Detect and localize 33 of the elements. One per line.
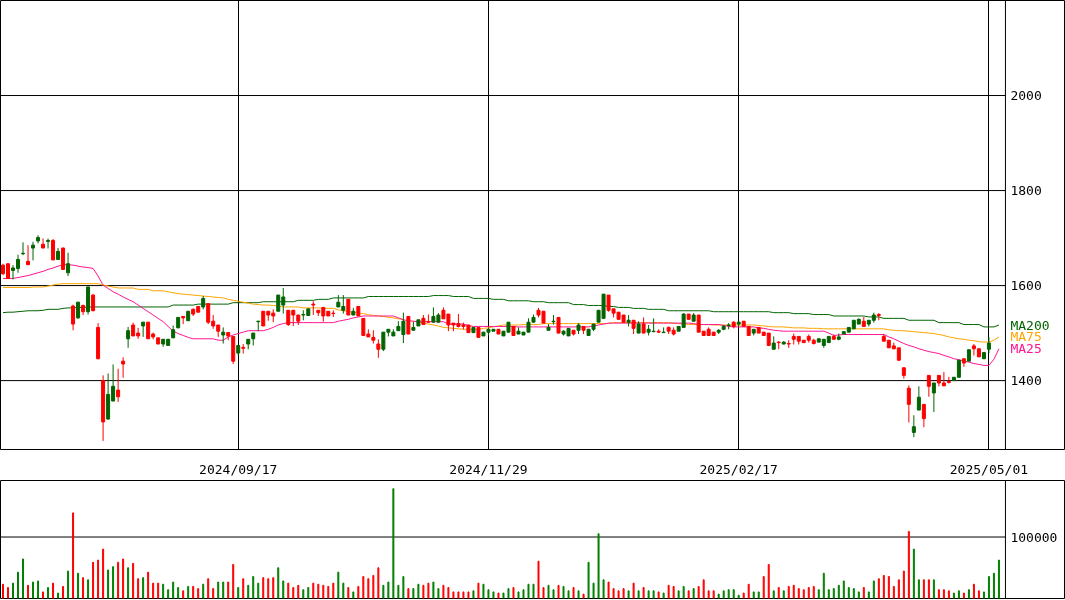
candlestick <box>921 403 926 428</box>
y-tick-label: 1600 <box>1010 278 1042 294</box>
candlestick <box>116 368 121 403</box>
text: 100000 <box>1010 529 1058 545</box>
candlestick <box>376 338 381 359</box>
candlestick <box>71 304 76 331</box>
candlestick <box>906 384 911 423</box>
candlestick <box>911 414 916 438</box>
y-tick-label: 1400 <box>1010 373 1042 389</box>
y-tick-label: 1800 <box>1010 183 1042 199</box>
candlestick <box>41 238 46 249</box>
candlestick <box>986 336 991 354</box>
candlestick <box>206 303 211 325</box>
candlestick <box>46 238 51 250</box>
candlestick <box>916 385 921 411</box>
candlestick <box>926 374 931 398</box>
candlestick <box>126 326 131 349</box>
x-tick-label: 2025/02/17 <box>699 461 778 477</box>
line-series <box>2 264 1000 366</box>
x-tick-label: 2024/09/17 <box>199 461 278 477</box>
y-tick-label: 2000 <box>1010 88 1042 104</box>
x-tick-label: 2024/11/29 <box>449 461 528 477</box>
candlestick <box>931 382 936 413</box>
candlestick <box>946 376 951 384</box>
x-tick-label: 2025/05/01 <box>949 461 1029 477</box>
candlestick <box>141 321 146 338</box>
candlestick <box>51 238 56 261</box>
candlestick <box>26 244 31 266</box>
candlestick <box>31 241 36 261</box>
candlestick <box>551 314 556 326</box>
candlestick <box>121 356 126 379</box>
candlestick <box>66 252 71 277</box>
candlestick <box>61 247 66 271</box>
